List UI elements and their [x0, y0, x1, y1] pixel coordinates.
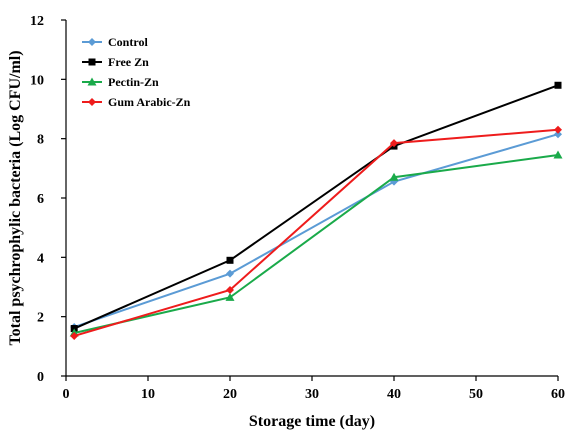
x-tick-label: 20 — [223, 387, 237, 402]
data-point-free-zn — [226, 256, 234, 264]
series-layer — [69, 81, 563, 340]
x-tick-label: 50 — [469, 387, 483, 402]
data-point-gum-arabic-zn — [554, 125, 562, 134]
x-tick-label: 60 — [551, 387, 565, 402]
x-tick-label: 40 — [387, 387, 401, 402]
series-gum-arabic-zn — [70, 125, 562, 340]
legend-entry-pectin-zn: Pectin-Zn — [82, 75, 159, 89]
data-point-control — [554, 130, 562, 139]
x-tick-label: 0 — [63, 387, 70, 402]
legend-entry-control: Control — [82, 35, 148, 49]
series-line-pectin-zn — [73, 153, 559, 334]
axes: 0 10 20 30 40 50 60 0 2 4 6 8 10 12 — [30, 14, 565, 402]
y-tick-label: 12 — [30, 14, 44, 29]
legend-label: Control — [108, 35, 148, 49]
legend-label: Pectin-Zn — [108, 75, 159, 89]
y-tick-label: 6 — [37, 192, 44, 207]
data-point-pectin-zn — [553, 150, 563, 159]
data-point-pectin-zn — [225, 292, 235, 301]
x-axis-title: Storage time (day) — [249, 413, 375, 430]
series-line-gum-arabic-zn — [73, 128, 559, 337]
data-point-gum-arabic-zn — [226, 285, 234, 294]
y-tick-label: 2 — [37, 311, 44, 326]
y-tick-label: 0 — [37, 370, 44, 385]
series-control — [70, 130, 562, 332]
legend-marker — [88, 58, 96, 66]
series-free-zn — [70, 81, 562, 333]
x-tick-label: 30 — [305, 387, 319, 402]
data-point-gum-arabic-zn — [70, 331, 79, 340]
series-line-control — [73, 133, 559, 328]
series-pectin-zn — [69, 150, 563, 337]
legend-marker — [88, 38, 96, 46]
legend: Control Free Zn Pectin-Zn Gum Arabic-Zn — [82, 35, 191, 109]
data-point-pectin-zn — [389, 172, 399, 181]
series-line-free-zn — [73, 84, 559, 330]
legend-label: Gum Arabic-Zn — [108, 95, 191, 109]
legend-label: Free Zn — [108, 55, 149, 69]
data-point-free-zn — [554, 81, 562, 89]
y-tick-label: 10 — [30, 73, 44, 88]
legend-entry-gum-arabic-zn: Gum Arabic-Zn — [82, 95, 191, 109]
x-tick-label: 10 — [141, 387, 155, 402]
data-point-control — [226, 269, 234, 278]
data-point-gum-arabic-zn — [390, 139, 398, 148]
legend-entry-free-zn: Free Zn — [82, 55, 149, 69]
y-axis-title: Total psychrophylic bacteria (Log CFU/ml… — [7, 50, 24, 345]
y-tick-label: 4 — [37, 251, 44, 266]
y-tick-label: 8 — [37, 133, 44, 148]
legend-marker — [88, 98, 96, 106]
legend-marker — [87, 77, 97, 86]
